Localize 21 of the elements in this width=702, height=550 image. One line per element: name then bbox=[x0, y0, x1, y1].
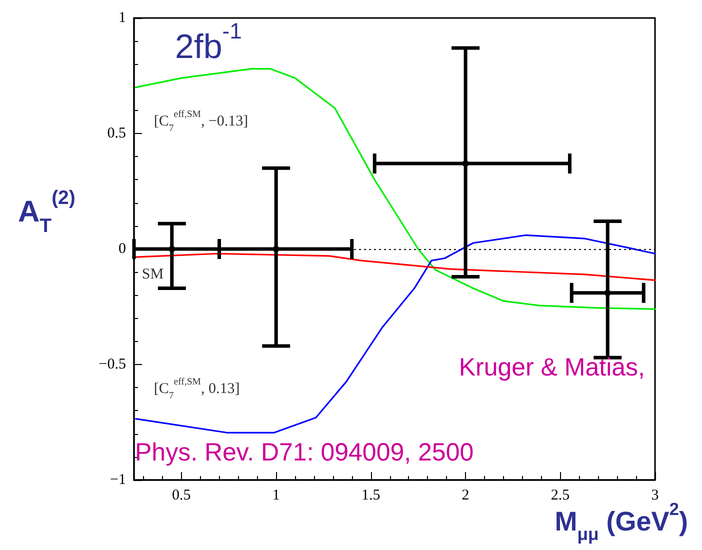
x-tick-label: 1.5 bbox=[361, 488, 380, 504]
x-tick-label: 2.5 bbox=[550, 488, 570, 504]
y-tick-label: −0.5 bbox=[98, 356, 126, 372]
y-tick-label: −1 bbox=[110, 472, 126, 488]
x-tick-label: 2 bbox=[462, 488, 470, 504]
point bbox=[169, 246, 174, 252]
point bbox=[605, 290, 610, 296]
x-tick-label: 0.5 bbox=[172, 488, 191, 504]
annotation: Kruger & Matias, bbox=[458, 354, 646, 382]
x-tick-label: 1 bbox=[272, 488, 280, 504]
y-tick-label: 0 bbox=[118, 241, 126, 257]
y-tick-label: 0.5 bbox=[107, 126, 126, 142]
point bbox=[274, 246, 279, 252]
series-label: SM bbox=[142, 266, 164, 283]
line-series bbox=[135, 234, 656, 434]
y-tick-label: 1 bbox=[118, 10, 126, 26]
line-series bbox=[135, 252, 656, 281]
x-tick-label: 3 bbox=[651, 488, 659, 504]
line-series bbox=[135, 68, 656, 310]
point bbox=[463, 161, 468, 166]
annotation: Phys. Rev. D71: 094009, 2500 bbox=[135, 438, 474, 466]
